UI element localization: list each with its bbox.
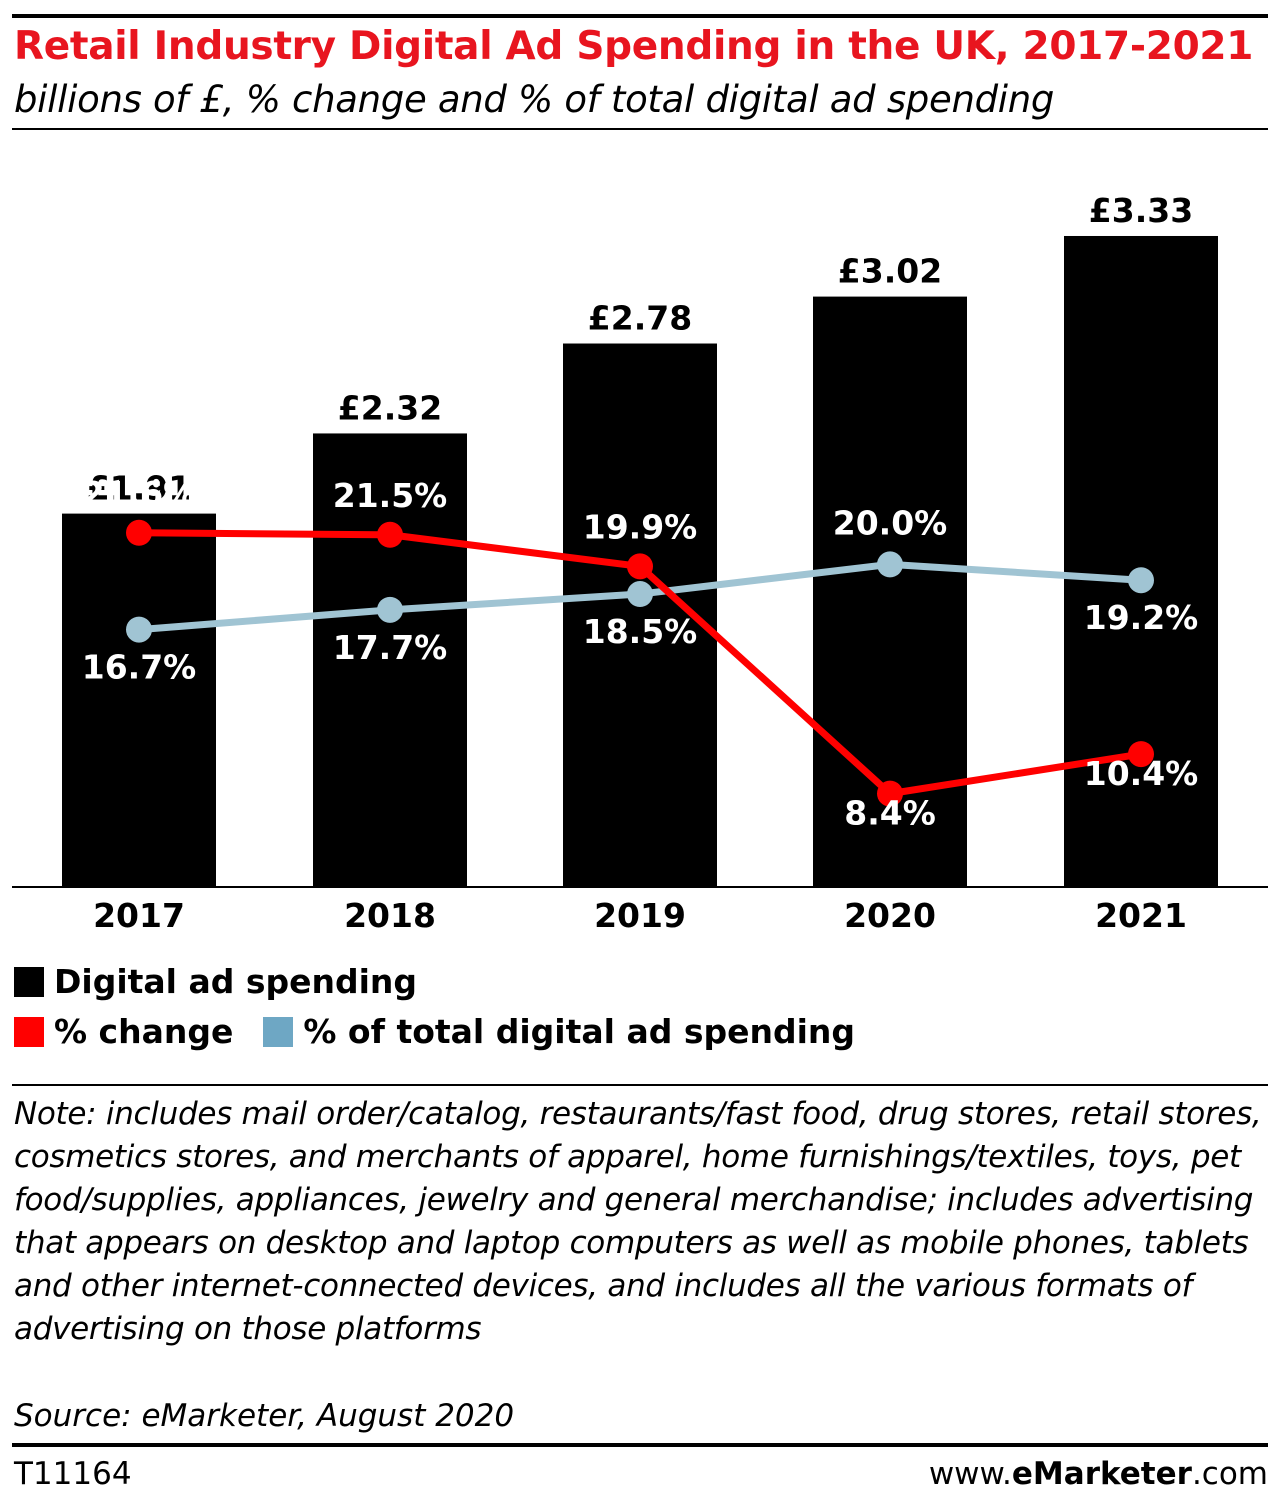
legend-row-2: % change % of total digital ad spending [14,1012,885,1051]
change-label-2019: 19.9% [583,507,698,546]
legend-swatch-change [14,1016,44,1047]
share-point-2021 [1128,567,1154,594]
share-label-2018: 17.7% [333,628,448,667]
share-label-2017: 16.7% [82,648,197,687]
footer-rule [12,1443,1268,1447]
chart-id: T11164 [14,1456,132,1492]
legend-swatch-share [263,1016,294,1047]
share-point-2019 [627,581,653,608]
change-point-2017 [126,519,152,546]
bar-label-2019: £2.78 [588,299,692,338]
x-tick-label-2019: 2019 [594,896,686,935]
brand-suffix: .com [1191,1456,1268,1492]
chart-title: Retail Industry Digital Ad Spending in t… [14,24,1254,69]
share-label-2020: 20.0% [833,503,948,542]
chart-source: Source: eMarketer, August 2020 [14,1398,515,1434]
legend-item-change: % change [14,1012,233,1051]
change-label-2020: 8.4% [844,794,936,833]
change-point-2021 [1128,741,1154,768]
share-label-2019: 18.5% [583,612,698,651]
change-point-2020 [877,780,903,807]
x-tick-label-2021: 2021 [1095,896,1187,935]
change-label-2021: 10.4% [1084,754,1199,793]
bar-2017 [62,513,216,887]
bar-label-2020: £3.02 [838,252,942,291]
change-label-2017: 21.6% [82,474,197,513]
change-label-2018: 21.5% [333,476,448,515]
change-point-2018 [377,521,403,548]
legend-row-1: Digital ad spending [14,962,447,1001]
top-rule [12,14,1268,18]
share-label-2021: 19.2% [1084,598,1199,637]
legend-swatch-spending [14,966,44,997]
bar-2021 [1064,235,1218,888]
share-point-2020 [877,551,903,578]
bar-label-2021: £3.33 [1089,191,1193,230]
share-point-2018 [377,596,403,623]
chart-subtitle: billions of £, % change and % of total d… [14,78,1055,121]
chart-note: Note: includes mail order/catalog, resta… [14,1096,1262,1347]
legend-label-change: % change [54,1012,234,1051]
legend-item-share: % of total digital ad spending [263,1012,855,1051]
bar-2018 [313,433,467,887]
chart-area: £1.91 £2.32 £2.78 £3.02 £3.33 2017 2018 2019 202… [12,191,1268,935]
x-tick-label-2017: 2017 [93,896,185,935]
legend-label-spending: Digital ad spending [54,962,418,1001]
title-divider [12,128,1268,130]
brand-name: eMarketer [1011,1456,1192,1492]
share-point-2017 [126,616,152,643]
bar-label-2017: £1.91 [87,469,191,508]
note-divider [12,1084,1268,1086]
legend-item-spending: Digital ad spending [14,962,417,1001]
legend-label-share: % of total digital ad spending [303,1012,856,1051]
change-point-2019 [627,553,653,580]
brand-prefix: www. [928,1456,1012,1492]
brand-link[interactable]: www.eMarketer.com [929,1456,1268,1492]
x-tick-label-2018: 2018 [344,896,436,935]
x-tick-label-2020: 2020 [844,896,936,935]
bar-label-2018: £2.32 [338,388,442,427]
